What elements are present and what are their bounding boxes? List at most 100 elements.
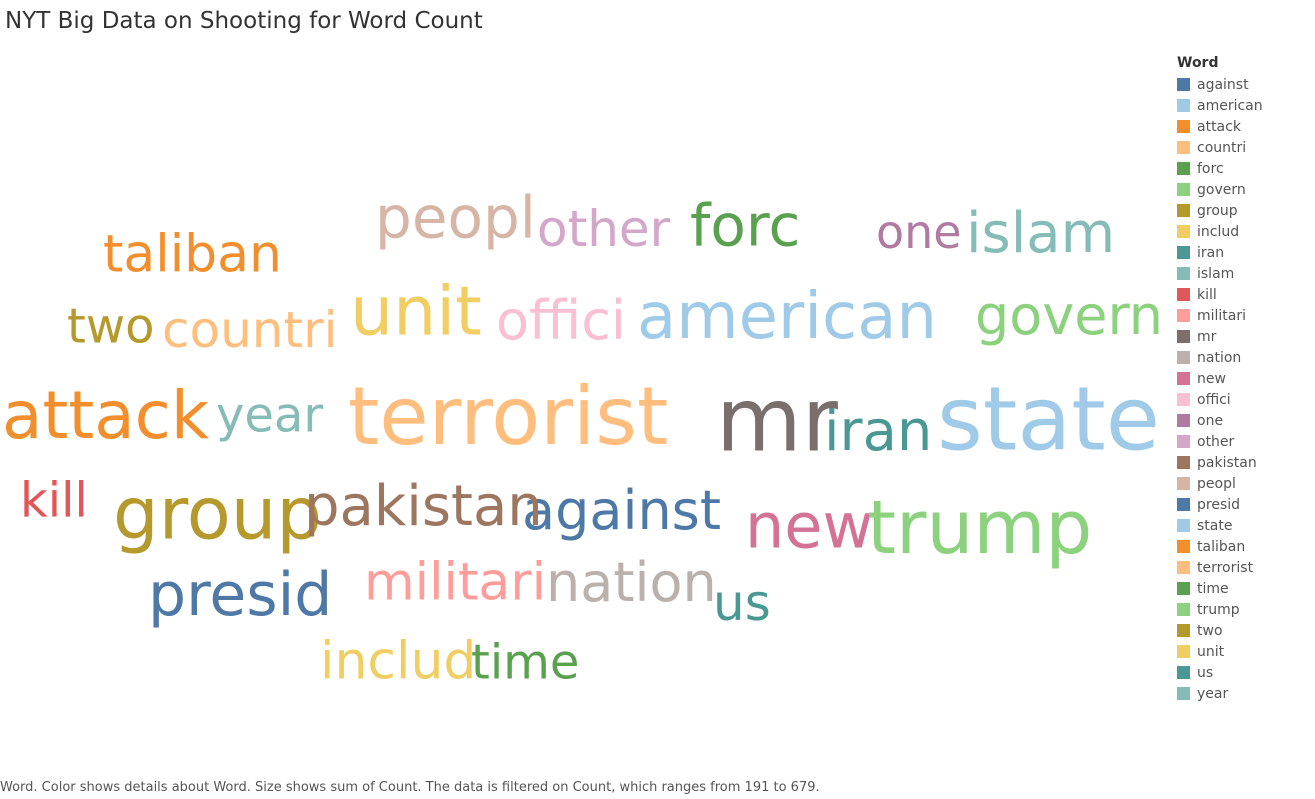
legend-label: trump: [1197, 601, 1240, 618]
legend-item-attack[interactable]: attack: [1177, 116, 1307, 137]
cloud-word-countri[interactable]: countri: [162, 301, 338, 359]
legend-swatch: [1177, 267, 1190, 280]
cloud-word-year[interactable]: year: [216, 387, 324, 444]
legend-item-presid[interactable]: presid: [1177, 494, 1307, 515]
word-cloud: against american attack countri forc govern gr…: [2, 183, 1163, 692]
legend-item-trump[interactable]: trump: [1177, 599, 1307, 620]
legend-item-us[interactable]: us: [1177, 662, 1307, 683]
legend-item-kill[interactable]: kill: [1177, 284, 1307, 305]
cloud-word-group[interactable]: group: [113, 471, 323, 556]
legend-swatch: [1177, 456, 1190, 469]
legend-item-american[interactable]: american: [1177, 95, 1307, 116]
cloud-word-includ[interactable]: includ: [320, 631, 477, 692]
legend-label: american: [1197, 97, 1263, 114]
cloud-word-mr[interactable]: mr: [716, 368, 838, 472]
cloud-word-forc[interactable]: forc: [690, 191, 801, 260]
legend-item-offici[interactable]: offici: [1177, 389, 1307, 410]
legend-item-includ[interactable]: includ: [1177, 221, 1307, 242]
legend-label: group: [1197, 202, 1238, 219]
legend-item-state[interactable]: state: [1177, 515, 1307, 536]
cloud-word-two[interactable]: two: [67, 298, 155, 355]
cloud-word-kill[interactable]: kill: [20, 472, 88, 529]
legend-swatch: [1177, 225, 1190, 238]
legend-item-against[interactable]: against: [1177, 74, 1307, 95]
legend-swatch: [1177, 540, 1190, 553]
cloud-word-nation[interactable]: nation: [546, 550, 717, 614]
legend-label: two: [1197, 622, 1223, 639]
legend-swatch: [1177, 582, 1190, 595]
cloud-word-terrorist[interactable]: terrorist: [348, 370, 669, 463]
cloud-word-govern[interactable]: govern: [975, 283, 1163, 347]
legend-item-govern[interactable]: govern: [1177, 179, 1307, 200]
cloud-word-unit[interactable]: unit: [350, 272, 482, 352]
cloud-word-against[interactable]: against: [522, 478, 721, 542]
cloud-word-militari[interactable]: militari: [364, 552, 547, 613]
legend-label: us: [1197, 664, 1214, 681]
legend-item-pakistan[interactable]: pakistan: [1177, 452, 1307, 473]
cloud-word-us[interactable]: us: [713, 574, 771, 632]
legend-label: taliban: [1197, 538, 1246, 555]
cloud-word-state[interactable]: state: [937, 367, 1160, 471]
legend-label: iran: [1197, 244, 1225, 261]
legend-item-mr[interactable]: mr: [1177, 326, 1307, 347]
legend-item-one[interactable]: one: [1177, 410, 1307, 431]
cloud-word-time[interactable]: time: [471, 634, 580, 691]
cloud-word-iran[interactable]: iran: [824, 399, 933, 465]
cloud-word-one[interactable]: one: [876, 205, 962, 260]
legend-swatch: [1177, 561, 1190, 574]
legend-label: year: [1197, 685, 1229, 702]
legend-item-time[interactable]: time: [1177, 578, 1307, 599]
chart-caption: Word. Color shows details about Word. Si…: [0, 780, 820, 795]
cloud-word-new[interactable]: new: [745, 489, 874, 563]
legend-swatch: [1177, 183, 1190, 196]
legend-swatch: [1177, 78, 1190, 91]
legend-item-forc[interactable]: forc: [1177, 158, 1307, 179]
legend-label: offici: [1197, 391, 1231, 408]
cloud-word-islam[interactable]: islam: [966, 201, 1116, 267]
legend-item-new[interactable]: new: [1177, 368, 1307, 389]
cloud-word-presid[interactable]: presid: [148, 560, 333, 630]
legend-item-peopl[interactable]: peopl: [1177, 473, 1307, 494]
legend-swatch: [1177, 372, 1190, 385]
legend-item-year[interactable]: year: [1177, 683, 1307, 704]
cloud-word-other[interactable]: other: [537, 200, 671, 258]
legend-label: unit: [1197, 643, 1225, 660]
legend-item-group[interactable]: group: [1177, 200, 1307, 221]
cloud-word-peopl[interactable]: peopl: [375, 183, 536, 252]
legend-swatch: [1177, 477, 1190, 490]
cloud-word-american[interactable]: american: [637, 279, 937, 354]
legend-swatch: [1177, 519, 1190, 532]
legend-item-other[interactable]: other: [1177, 431, 1307, 452]
legend-item-countri[interactable]: countri: [1177, 137, 1307, 158]
legend-item-taliban[interactable]: taliban: [1177, 536, 1307, 557]
legend-swatch: [1177, 162, 1190, 175]
cloud-word-pakistan[interactable]: pakistan: [304, 474, 543, 540]
legend-swatch: [1177, 141, 1190, 154]
chart-title: NYT Big Data on Shooting for Word Count: [5, 8, 483, 34]
legend-swatch: [1177, 120, 1190, 133]
legend-swatch: [1177, 624, 1190, 637]
legend-item-two[interactable]: two: [1177, 620, 1307, 641]
cloud-word-taliban[interactable]: taliban: [103, 224, 282, 285]
legend-swatch: [1177, 603, 1190, 616]
legend-item-militari[interactable]: militari: [1177, 305, 1307, 326]
legend-label: forc: [1197, 160, 1224, 177]
legend-label: includ: [1197, 223, 1240, 240]
legend-label: terrorist: [1197, 559, 1254, 576]
legend-label: against: [1197, 76, 1249, 93]
legend-item-terrorist[interactable]: terrorist: [1177, 557, 1307, 578]
cloud-word-trump[interactable]: trump: [867, 484, 1093, 571]
legend: Word against american attack countri forc gov…: [1177, 54, 1307, 704]
cloud-word-offici[interactable]: offici: [496, 288, 626, 352]
legend-item-unit[interactable]: unit: [1177, 641, 1307, 662]
legend-swatch: [1177, 687, 1190, 700]
legend-swatch: [1177, 351, 1190, 364]
legend-item-islam[interactable]: islam: [1177, 263, 1307, 284]
legend-title: Word: [1177, 55, 1219, 71]
legend-item-iran[interactable]: iran: [1177, 242, 1307, 263]
legend-label: time: [1197, 580, 1229, 597]
legend-item-nation[interactable]: nation: [1177, 347, 1307, 368]
legend-swatch: [1177, 435, 1190, 448]
cloud-word-attack[interactable]: attack: [2, 377, 210, 455]
legend-swatch: [1177, 498, 1190, 511]
